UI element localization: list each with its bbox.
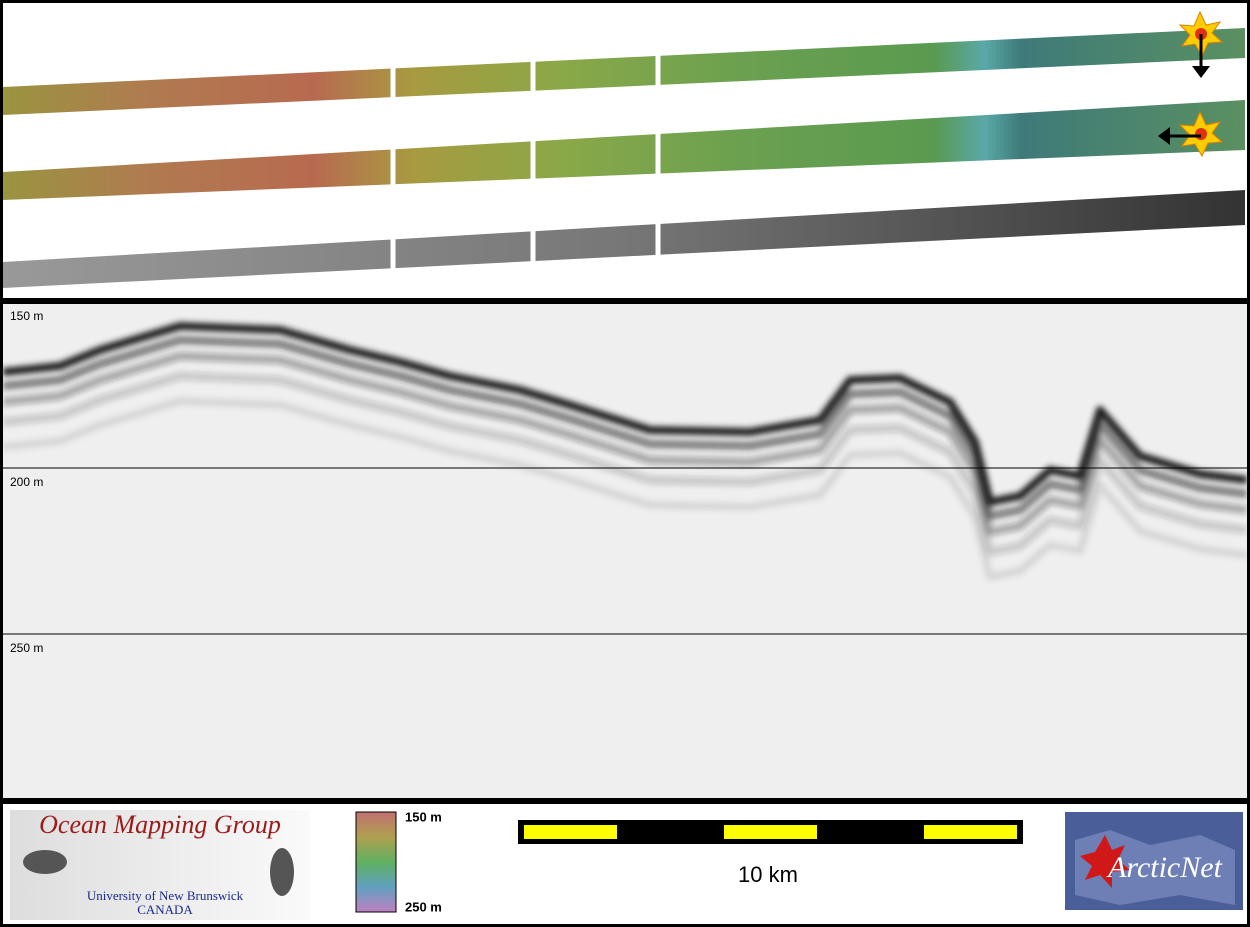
- scale-segment: [924, 825, 1017, 839]
- data-gaps: [390, 40, 661, 290]
- logo-subtitle: University of New Brunswick: [87, 888, 244, 903]
- maple-leaf: [1080, 835, 1130, 888]
- logo-country: CANADA: [137, 902, 193, 917]
- colorbar: [355, 811, 397, 913]
- colorbar-label: 150 m: [405, 809, 442, 824]
- scale-label: 10 km: [738, 862, 798, 887]
- logo-icon: [270, 848, 294, 896]
- partner-name: ArcticNet: [1106, 851, 1223, 884]
- logo-map: [1075, 830, 1235, 905]
- seabed-echo: [3, 322, 1247, 577]
- depth-label: 250 m: [10, 641, 43, 655]
- backscatter-strip: [3, 190, 1245, 288]
- colorbar-label: 250 m: [405, 899, 442, 914]
- end-marker: [1158, 110, 1224, 158]
- bathymetry-strip: [3, 28, 1245, 115]
- logo-icon: [23, 850, 67, 874]
- depth-label: 200 m: [10, 475, 43, 489]
- bathymetry-strip: [3, 100, 1245, 200]
- logo-title: Ocean Mapping Group: [39, 810, 281, 839]
- start-marker: [1178, 10, 1224, 78]
- scale-segment: [724, 825, 817, 839]
- scale-segment: [524, 825, 617, 839]
- depth-label: 150 m: [10, 309, 43, 323]
